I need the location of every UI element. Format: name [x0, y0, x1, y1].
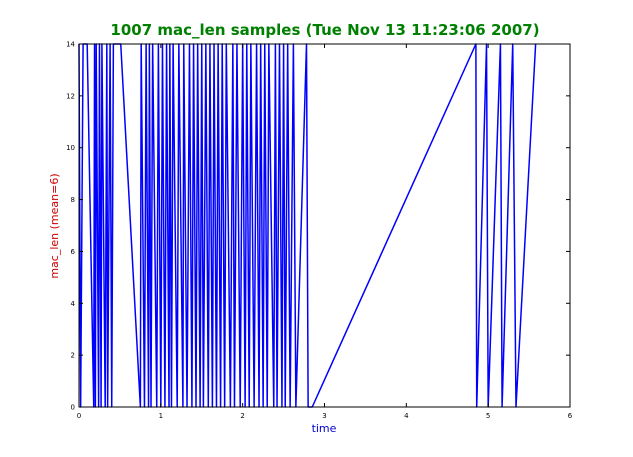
y-tick-label: 12 — [66, 92, 75, 100]
x-tick-label: 0 — [77, 412, 81, 420]
y-tick-label: 8 — [71, 196, 75, 204]
y-tick-label: 4 — [71, 300, 76, 308]
x-tick-label: 6 — [568, 412, 573, 420]
y-tick-label: 2 — [71, 352, 75, 360]
y-tick-label: 14 — [66, 41, 75, 49]
x-tick-label: 1 — [159, 412, 163, 420]
y-tick-label: 0 — [71, 404, 75, 412]
y-axis-label: mac_len (mean=6) — [48, 173, 61, 278]
y-tick-label: 10 — [66, 144, 75, 152]
x-tick-label: 2 — [240, 412, 244, 420]
y-tick-label: 6 — [71, 248, 76, 256]
x-axis-label: time — [312, 422, 337, 435]
chart-title: 1007 mac_len samples (Tue Nov 13 11:23:0… — [110, 21, 539, 39]
series-line — [78, 43, 537, 408]
x-tick-label: 4 — [404, 412, 409, 420]
x-tick-label: 5 — [486, 412, 490, 420]
x-tick-label: 3 — [322, 412, 326, 420]
